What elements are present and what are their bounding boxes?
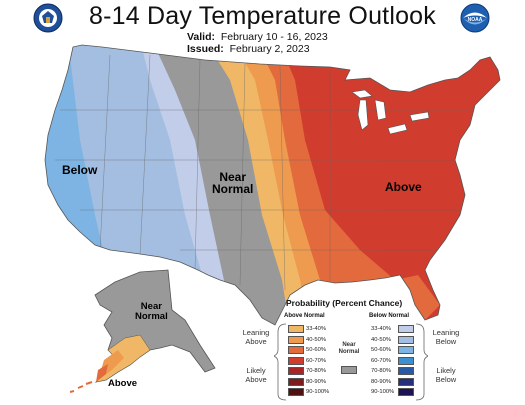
leaning-below-line1: Leaning bbox=[432, 328, 460, 337]
legend-range-below-6: 80-90% bbox=[371, 378, 391, 385]
noaa-logo-icon: NOAA bbox=[460, 3, 490, 33]
map-label-below: Below bbox=[62, 163, 98, 177]
legend-swatch-below-4 bbox=[398, 356, 414, 365]
great-lakes bbox=[351, 89, 430, 135]
near-label-line1: Near bbox=[342, 342, 356, 348]
leaning-above-line1: Leaning bbox=[242, 328, 270, 337]
legend-range-above-1: 33-40% bbox=[306, 326, 326, 332]
map-label-near-normal: Near Normal bbox=[212, 171, 253, 195]
legend-near-normal-label: Near Normal bbox=[334, 342, 364, 356]
valid-label: Valid: bbox=[187, 31, 216, 43]
legend-bracket-left bbox=[274, 323, 287, 401]
leaning-below-line2: Below bbox=[435, 337, 457, 346]
map-label-alaska-above: Above bbox=[108, 378, 138, 389]
legend-range-above-4: 60-70% bbox=[306, 357, 326, 364]
legend-leaning-above: Leaning Above bbox=[238, 328, 274, 346]
legend-swatch-near-normal bbox=[341, 366, 357, 374]
likely-below-line1: Likely bbox=[436, 366, 456, 375]
legend-swatch-below-2 bbox=[398, 335, 414, 344]
legend-swatch-above-6 bbox=[288, 377, 304, 386]
legend-swatch-below-1 bbox=[398, 325, 414, 333]
alaska-shading bbox=[69, 269, 216, 393]
legend-range-below-1: 33-40% bbox=[371, 326, 391, 332]
legend-leaning-below: Leaning Below bbox=[428, 328, 464, 346]
legend-range-below-2: 40-50% bbox=[371, 336, 391, 343]
legend-title: Probability (Percent Chance) bbox=[286, 298, 403, 308]
likely-above-line1: Likely bbox=[246, 366, 266, 375]
valid-value: February 10 - 16, 2023 bbox=[220, 31, 328, 43]
legend-swatch-below-7 bbox=[398, 388, 414, 396]
date-block: Valid: February 10 - 16, 2023 Issued: Fe… bbox=[187, 31, 328, 55]
legend-swatch-above-2 bbox=[288, 335, 304, 344]
legend-swatch-below-5 bbox=[398, 367, 414, 375]
near-normal-line1: Near bbox=[219, 170, 247, 184]
likely-below-line2: Below bbox=[435, 375, 457, 384]
legend-swatch-above-3 bbox=[288, 346, 304, 354]
legend-range-above-6: 80-90% bbox=[306, 378, 326, 385]
legend-swatch-above-7 bbox=[288, 388, 304, 396]
issued-label: Issued: bbox=[187, 43, 224, 55]
legend-swatch-below-6 bbox=[398, 377, 414, 386]
map-label-above: Above bbox=[385, 180, 422, 194]
alaska-near-line2: Normal bbox=[135, 311, 168, 322]
probability-legend: Probability (Percent Chance) Above Norma… bbox=[236, 298, 466, 402]
issued-line: Issued: February 2, 2023 bbox=[187, 43, 328, 55]
legend-below-header: Below Normal bbox=[369, 313, 410, 319]
near-normal-line2: Normal bbox=[212, 182, 254, 196]
legend-swatch-above-4 bbox=[288, 356, 304, 365]
noaa-logo-text: NOAA bbox=[468, 17, 483, 23]
near-label-line2: Normal bbox=[338, 349, 360, 355]
commerce-seal-icon bbox=[33, 3, 63, 33]
legend-range-below-3: 50-60% bbox=[371, 347, 391, 353]
alaska-near-line1: Near bbox=[140, 301, 162, 312]
leaning-above-line2: Above bbox=[245, 337, 267, 346]
legend-swatch-above-1 bbox=[288, 325, 304, 333]
likely-above-line2: Above bbox=[245, 375, 267, 384]
legend-above-header: Above Normal bbox=[284, 313, 325, 319]
legend-likely-above: Likely Above bbox=[238, 366, 274, 384]
legend-range-above-7: 90-100% bbox=[306, 389, 330, 395]
legend-swatch-below-3 bbox=[398, 346, 414, 354]
legend-likely-below: Likely Below bbox=[428, 366, 464, 384]
legend-swatch-above-5 bbox=[288, 367, 304, 375]
legend-range-above-3: 50-60% bbox=[306, 347, 326, 353]
legend-range-below-7: 90-100% bbox=[371, 389, 395, 395]
valid-line: Valid: February 10 - 16, 2023 bbox=[187, 31, 328, 43]
map-label-alaska-near-normal: Near Normal bbox=[135, 302, 168, 322]
legend-bracket-right bbox=[415, 323, 428, 401]
legend-range-above-5: 70-80% bbox=[306, 368, 326, 374]
page-title: 8-14 Day Temperature Outlook bbox=[89, 2, 436, 30]
legend-range-below-5: 70-80% bbox=[371, 368, 391, 374]
legend-range-above-2: 40-50% bbox=[306, 336, 326, 343]
issued-value: February 2, 2023 bbox=[229, 43, 310, 55]
legend-range-below-4: 60-70% bbox=[371, 357, 391, 364]
